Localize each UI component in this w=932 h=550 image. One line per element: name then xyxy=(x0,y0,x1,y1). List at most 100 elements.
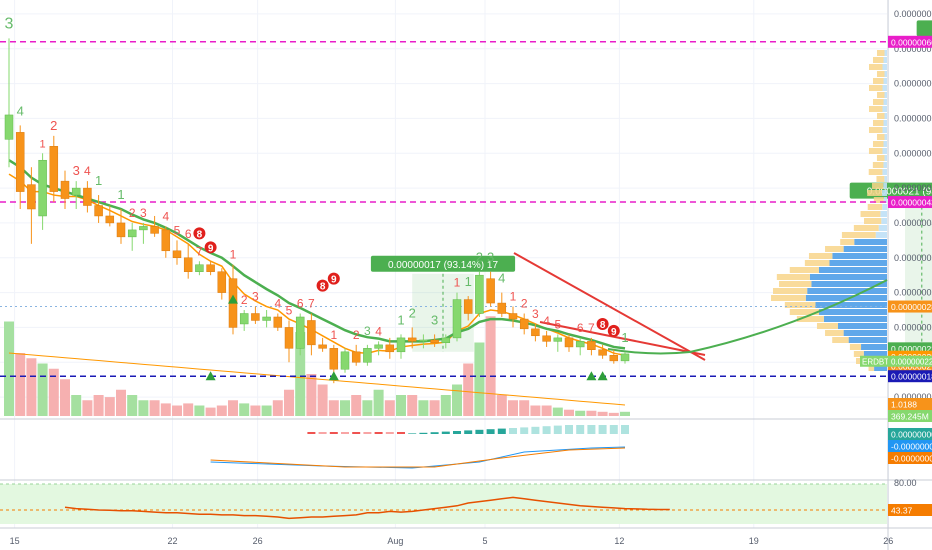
macd-histogram-bar xyxy=(329,432,338,434)
vp-bar xyxy=(867,190,883,196)
rsi-pane xyxy=(0,483,887,524)
td-count-2: 2 xyxy=(521,297,528,311)
td-badge-9: 9 xyxy=(208,243,214,254)
vp-bar xyxy=(883,78,887,84)
macd-tag-bg xyxy=(888,452,932,464)
volume-bar xyxy=(586,410,597,416)
price-tag: 0.00000043 xyxy=(891,198,932,208)
volume-bar xyxy=(104,397,115,416)
time-axis-label: 5 xyxy=(482,536,487,546)
vp-bar xyxy=(883,183,887,189)
candle-body xyxy=(295,316,305,349)
td-count-3: 3 xyxy=(431,312,438,327)
symbol-tag-value-bg xyxy=(888,355,932,367)
vp-bar xyxy=(883,141,887,147)
macd-histogram-bar xyxy=(307,432,316,434)
volume-bar xyxy=(530,405,541,416)
td-count-1: 1 xyxy=(465,274,472,289)
macd-histogram-bar xyxy=(598,425,607,434)
td-count-1: 1 xyxy=(40,138,46,150)
macd-histogram-bar xyxy=(576,425,585,434)
macd-tag: -0.00000002 xyxy=(891,442,932,452)
td-count-1: 1 xyxy=(330,328,337,342)
time-axis-label: 12 xyxy=(614,536,624,546)
buy-arrow-icon xyxy=(228,294,238,304)
support-curve xyxy=(607,279,888,355)
upper-trendline xyxy=(513,252,706,361)
candle-body xyxy=(475,274,484,314)
symbol-tag-value: 0.00000022 xyxy=(891,357,932,366)
volume-bar xyxy=(508,400,518,416)
volume-bar xyxy=(306,374,317,416)
volume-bar xyxy=(541,405,552,416)
volume-tag-bg xyxy=(888,398,932,410)
volume-bar xyxy=(452,384,462,416)
candle-body xyxy=(542,335,551,342)
macd-tag-bg xyxy=(888,440,932,452)
vp-bar xyxy=(883,57,887,63)
macd-tag: -0.00000002 xyxy=(891,454,932,464)
td-count-3: 3 xyxy=(487,250,494,265)
vp-bar xyxy=(872,162,884,168)
vp-bar xyxy=(804,260,830,266)
vp-bar xyxy=(873,78,884,84)
vp-bar xyxy=(829,260,887,266)
vp-bar xyxy=(882,127,887,133)
td-count-7: 7 xyxy=(196,244,203,258)
candle-body xyxy=(27,184,36,210)
vp-bar xyxy=(818,267,887,273)
vp-bar xyxy=(854,239,887,245)
volume-bar xyxy=(362,400,373,416)
td-badge xyxy=(204,241,217,254)
macd-histogram-bar xyxy=(565,425,573,434)
vp-bar xyxy=(832,253,887,259)
candle-body xyxy=(83,187,92,206)
vp-bar xyxy=(877,50,885,56)
volume-bar xyxy=(37,363,48,416)
macd-histogram-bar xyxy=(486,429,495,434)
volume-bar xyxy=(620,411,630,416)
candle-body xyxy=(396,337,406,353)
td-count-2: 2 xyxy=(50,118,57,133)
vp-bar xyxy=(853,351,864,357)
td-count-2: 2 xyxy=(409,305,416,320)
candle-body xyxy=(329,348,339,370)
candle-body xyxy=(430,339,439,344)
td-count-1: 1 xyxy=(510,290,517,304)
macd-histogram-bar xyxy=(318,432,327,434)
macd-histogram-bar xyxy=(385,432,394,434)
vp-bar xyxy=(868,106,883,112)
volume-bar xyxy=(474,342,485,416)
buy-arrow-icon xyxy=(586,371,597,381)
buy-arrow-icon xyxy=(205,371,216,381)
price-tag: 0.00000066 xyxy=(891,37,932,47)
vp-bar xyxy=(868,127,883,133)
macd-pane xyxy=(210,425,629,469)
volume-tag: 1.0188 xyxy=(891,400,917,410)
vp-bar xyxy=(884,92,887,98)
time-axis[interactable]: 152226Aug5121926Sep5916 xyxy=(10,536,932,546)
volume-bars xyxy=(4,316,630,416)
vp-bar xyxy=(867,204,883,210)
candle-body xyxy=(206,264,215,272)
volume-bar xyxy=(463,363,474,416)
td-badge xyxy=(596,317,609,330)
time-axis-label: 26 xyxy=(883,536,893,546)
price-tag: 0.00000022 xyxy=(891,344,932,354)
candle-body xyxy=(519,318,529,330)
candle-body xyxy=(161,229,171,252)
vp-bar xyxy=(818,309,887,315)
vp-bar xyxy=(883,99,887,105)
vp-bar xyxy=(773,288,808,294)
price-axis-label: 0.00000070 xyxy=(894,9,932,19)
candle-body xyxy=(407,337,417,342)
candle-body xyxy=(262,316,271,321)
rsi-band xyxy=(0,484,887,524)
candle-body xyxy=(587,341,596,350)
volume-bar xyxy=(138,400,149,416)
volume-bar xyxy=(205,407,216,416)
vp-bar xyxy=(875,232,887,238)
td-count-4: 4 xyxy=(274,297,281,311)
volume-bar xyxy=(4,321,14,416)
